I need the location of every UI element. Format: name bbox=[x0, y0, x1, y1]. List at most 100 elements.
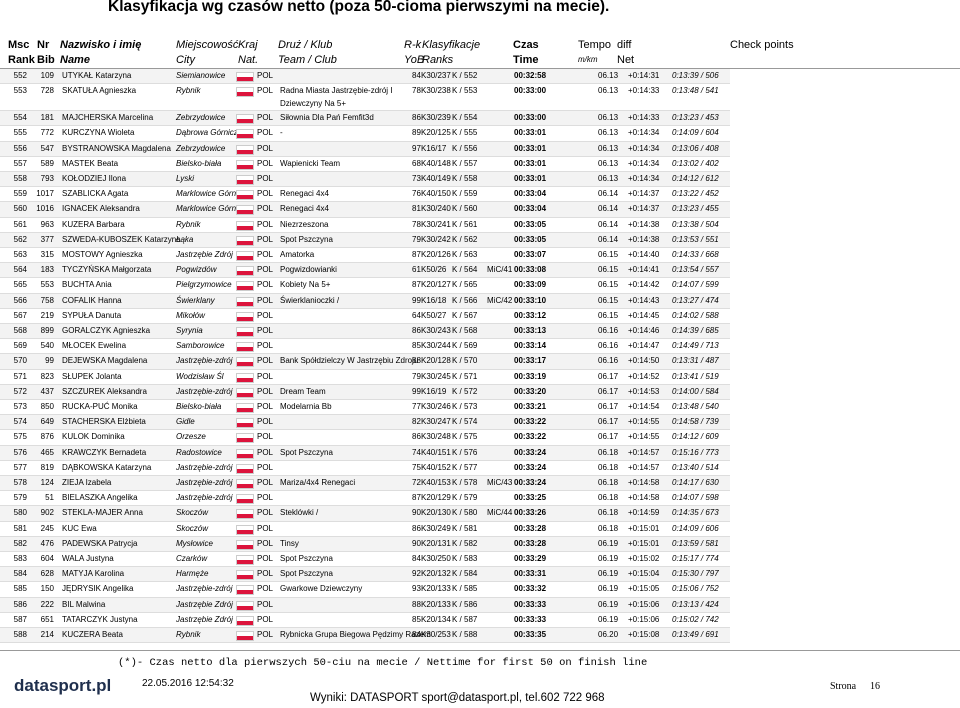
bib: 315 bbox=[40, 250, 54, 259]
row-bg bbox=[0, 506, 730, 522]
page-number: 16 bbox=[870, 681, 880, 692]
category-rank: K40/149 bbox=[421, 174, 451, 183]
category-rank: K30/249 bbox=[421, 523, 451, 533]
time: 00:33:28 bbox=[514, 523, 547, 533]
rank: 556 bbox=[13, 143, 27, 153]
city: Jastrzębie Zdrój bbox=[176, 250, 233, 259]
category-rank: K30/240 bbox=[421, 204, 451, 214]
team: Renegaci 4x4 bbox=[280, 189, 329, 199]
category-rank: K20/134 bbox=[421, 614, 451, 624]
row-rule bbox=[0, 520, 730, 522]
net-time: 0:14:39 / 685 bbox=[672, 326, 719, 335]
tempo: 06.17 bbox=[598, 371, 619, 381]
nat: POL bbox=[257, 128, 274, 138]
gender-rank: K / 578 bbox=[452, 478, 478, 487]
flag bbox=[236, 235, 254, 246]
net-time: 0:14:07 / 599 bbox=[672, 280, 719, 290]
row-rule bbox=[0, 201, 730, 203]
row-bg bbox=[0, 384, 730, 400]
net-time: 0:14:09 / 606 bbox=[672, 523, 719, 533]
time: 00:33:14 bbox=[514, 341, 547, 351]
rank: 561 bbox=[13, 219, 27, 229]
team: Radna Miasta Jastrzębie-zdrój I Dziewczy… bbox=[280, 86, 393, 109]
yob: 64 bbox=[412, 310, 421, 320]
net-time: 0:13:49 / 691 bbox=[672, 630, 719, 639]
gender-rank: K / 568 bbox=[452, 326, 478, 335]
bib: 437 bbox=[40, 386, 54, 396]
tempo: 06.19 bbox=[598, 584, 619, 594]
flag bbox=[236, 251, 254, 261]
net-time: 0:15:02 / 742 bbox=[672, 614, 719, 624]
nat: POL bbox=[257, 478, 274, 487]
nat: POL bbox=[257, 630, 274, 639]
rank: 576 bbox=[13, 447, 27, 457]
flag bbox=[236, 539, 254, 550]
city: Jastrzębie-zdrój bbox=[176, 356, 233, 366]
yob: 97 bbox=[412, 143, 421, 153]
row-rule bbox=[0, 429, 730, 431]
name: KUZERA Barbara bbox=[62, 219, 125, 229]
bib: 214 bbox=[40, 630, 54, 639]
city: Harmęże bbox=[176, 569, 209, 579]
tempo: 06.18 bbox=[598, 462, 619, 472]
nat: POL bbox=[257, 219, 274, 229]
flag bbox=[236, 387, 254, 398]
rank: 563 bbox=[13, 250, 27, 259]
tempo: 06.19 bbox=[598, 538, 619, 548]
team: Dream Team bbox=[280, 386, 326, 396]
row-rule bbox=[0, 444, 730, 446]
time: 00:33:29 bbox=[514, 554, 547, 563]
team: Niezrzeszona bbox=[280, 219, 329, 229]
city: Bielsko-biała bbox=[176, 158, 222, 168]
yob: 68 bbox=[412, 158, 421, 168]
rank: 560 bbox=[13, 204, 27, 214]
flag bbox=[236, 220, 254, 231]
city: Marklowice Górne bbox=[176, 189, 241, 199]
net-time: 0:14:00 / 584 bbox=[672, 386, 719, 396]
nat: POL bbox=[257, 204, 274, 214]
time: 00:33:01 bbox=[514, 143, 547, 153]
row-rule bbox=[0, 566, 730, 568]
diff: +0:14:42 bbox=[628, 280, 660, 290]
flag bbox=[236, 72, 254, 82]
category-rank: K30/250 bbox=[421, 554, 451, 563]
tempo: 06.15 bbox=[598, 250, 619, 259]
team: Pogwizdowianki bbox=[280, 265, 337, 275]
yob: 99 bbox=[412, 295, 421, 305]
nat: POL bbox=[257, 71, 274, 80]
city: Lyski bbox=[176, 174, 195, 183]
category-rank: K30/243 bbox=[421, 326, 451, 335]
flag bbox=[236, 555, 254, 565]
yob: 89 bbox=[412, 128, 421, 138]
gender-rank: K / 582 bbox=[452, 538, 478, 548]
bib: 772 bbox=[40, 128, 54, 138]
nat: POL bbox=[257, 523, 274, 533]
category-rank: K20/133 bbox=[421, 599, 451, 609]
diff: +0:14:33 bbox=[628, 113, 660, 123]
yob: 85 bbox=[412, 614, 421, 624]
tempo: 06.19 bbox=[598, 614, 619, 624]
city: Rybnik bbox=[176, 219, 201, 229]
column-header: Nazwisko i imię bbox=[60, 39, 142, 51]
column-header: Czas bbox=[513, 39, 539, 51]
name: MATYJA Karolina bbox=[62, 569, 125, 579]
time: 00:33:00 bbox=[514, 113, 547, 123]
tempo: 06.13 bbox=[598, 158, 619, 168]
column-header: Msc bbox=[8, 39, 30, 51]
net-time: 0:14:35 / 673 bbox=[672, 508, 719, 518]
row-bg bbox=[0, 415, 730, 431]
bib: 589 bbox=[40, 158, 54, 168]
rank: 574 bbox=[13, 417, 27, 427]
team: Spot Pszczyna bbox=[280, 234, 333, 244]
city: Zebrzydowice bbox=[176, 143, 226, 153]
net-time: 0:13:06 / 408 bbox=[672, 143, 719, 153]
time: 00:33:25 bbox=[514, 493, 547, 503]
city: Dąbrowa Górnicza bbox=[176, 128, 243, 138]
tempo: 06.13 bbox=[598, 113, 619, 123]
gender-rank: K / 556 bbox=[452, 143, 478, 153]
name: KURCZYNA Wioleta bbox=[62, 128, 135, 138]
team: Wapienicki Team bbox=[280, 158, 341, 168]
diff: +0:14:43 bbox=[628, 295, 660, 305]
time: 00:33:01 bbox=[514, 158, 547, 168]
